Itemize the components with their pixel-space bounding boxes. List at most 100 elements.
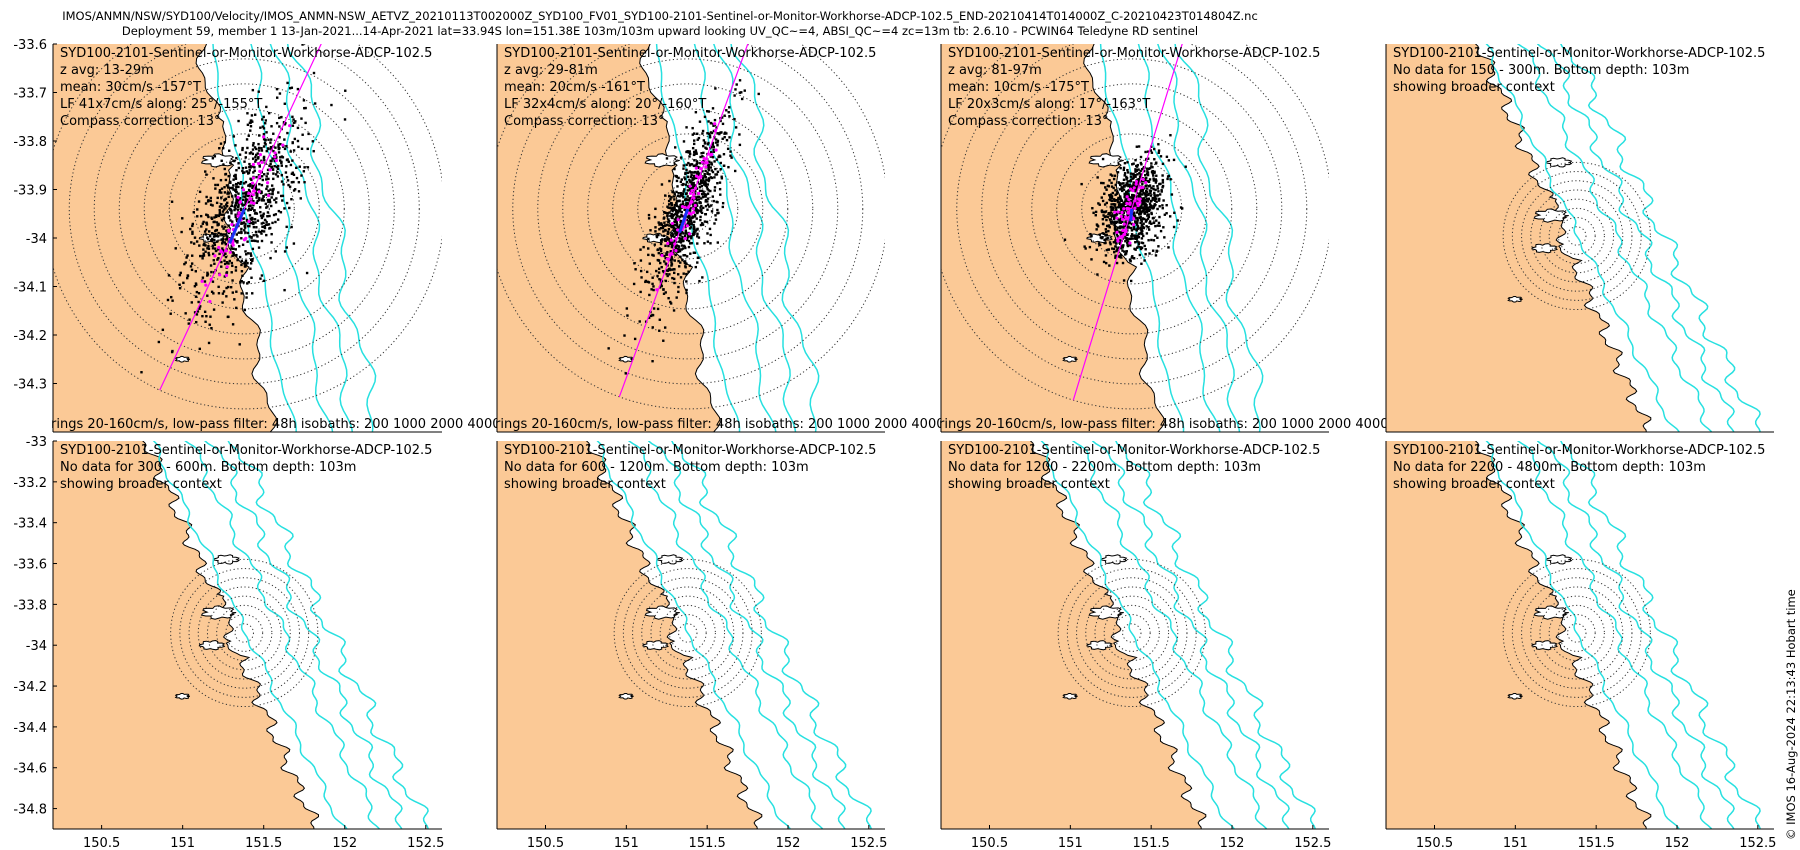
velocity-point <box>1096 176 1099 179</box>
velocity-point <box>248 162 251 166</box>
lowpass-point <box>1121 228 1125 233</box>
velocity-point <box>679 204 682 207</box>
velocity-point <box>1154 181 1158 184</box>
velocity-point <box>312 149 315 153</box>
velocity-point <box>1109 211 1113 214</box>
velocity-point <box>715 200 718 204</box>
velocity-point <box>649 314 653 318</box>
velocity-point <box>711 195 715 198</box>
velocity-point <box>1097 242 1101 245</box>
velocity-point <box>1131 196 1135 200</box>
estuary <box>1545 157 1573 168</box>
velocity-point <box>223 191 227 194</box>
velocity-point <box>254 221 257 224</box>
velocity-point <box>275 156 278 159</box>
velocity-point <box>1105 248 1109 252</box>
velocity-point <box>666 232 669 236</box>
velocity-point <box>1140 237 1144 240</box>
velocity-point <box>1125 183 1129 186</box>
velocity-point <box>266 185 269 188</box>
velocity-point <box>680 178 683 181</box>
velocity-point <box>252 199 255 203</box>
isobath-line <box>1137 44 1221 432</box>
velocity-point <box>1147 215 1151 219</box>
velocity-point <box>1126 213 1130 217</box>
velocity-point <box>1102 232 1106 235</box>
velocity-point <box>259 210 262 214</box>
velocity-point <box>1133 247 1136 251</box>
velocity-point <box>682 202 685 206</box>
velocity-point <box>1128 258 1132 261</box>
velocity-point <box>633 337 637 341</box>
velocity-point <box>1104 254 1108 257</box>
mean-velocity-arrow <box>678 208 690 234</box>
velocity-point <box>240 222 243 225</box>
lowpass-point <box>236 195 240 199</box>
velocity-point <box>248 165 251 169</box>
velocity-point <box>661 225 665 229</box>
velocity-point <box>311 140 315 143</box>
velocity-point <box>244 231 247 234</box>
velocity-point <box>260 147 263 150</box>
velocity-point <box>220 196 223 199</box>
estuary <box>1100 554 1128 565</box>
lowpass-point <box>261 135 266 139</box>
velocity-point <box>256 199 259 203</box>
velocity-point <box>1108 179 1111 182</box>
velocity-point <box>709 189 712 193</box>
velocity-point <box>259 126 262 129</box>
isobath-line <box>204 441 403 829</box>
velocity-point <box>711 170 715 174</box>
velocity-point <box>710 163 714 166</box>
velocity-point <box>209 196 213 200</box>
velocity-point <box>234 201 238 205</box>
speed-ring <box>1521 180 1633 292</box>
velocity-point <box>687 161 690 165</box>
velocity-point <box>243 203 246 206</box>
velocity-point <box>670 256 673 259</box>
velocity-point <box>693 176 697 180</box>
panel-annotation: Compass correction: 13° <box>504 114 664 129</box>
velocity-point <box>651 253 654 257</box>
x-tick-label: 152.5 <box>1294 836 1331 850</box>
velocity-point <box>231 201 234 204</box>
velocity-point <box>289 150 292 153</box>
velocity-point <box>248 169 251 172</box>
velocity-point <box>215 234 219 238</box>
velocity-point <box>738 79 742 82</box>
velocity-point <box>260 232 263 235</box>
speed-ring <box>1539 198 1615 274</box>
velocity-point <box>1105 201 1108 205</box>
panel-annotation: showing broader context <box>1393 80 1555 95</box>
velocity-point <box>202 252 205 255</box>
lowpass-point <box>208 299 212 304</box>
velocity-point <box>229 186 232 190</box>
velocity-point <box>234 240 237 243</box>
velocity-point <box>1101 218 1105 221</box>
velocity-point <box>271 157 274 160</box>
isobath-line <box>1536 441 1735 829</box>
velocity-point <box>1135 223 1139 226</box>
velocity-point <box>251 152 255 156</box>
panel-annotation: SYD100-2101-Sentinel-or-Monitor-Workhors… <box>60 443 432 458</box>
velocity-point <box>1147 226 1150 229</box>
velocity-point <box>669 300 672 304</box>
velocity-point <box>679 180 683 184</box>
velocity-point <box>231 186 234 190</box>
velocity-point <box>700 222 704 225</box>
velocity-point <box>690 186 693 190</box>
panel-annotation: showing broader context <box>504 477 666 492</box>
velocity-point <box>660 265 663 269</box>
velocity-point <box>214 187 217 190</box>
velocity-point <box>1118 218 1121 221</box>
velocity-point <box>214 183 217 187</box>
velocity-point <box>249 254 253 257</box>
velocity-point <box>209 203 213 206</box>
velocity-point <box>266 223 269 226</box>
velocity-point <box>1112 198 1116 201</box>
isobath-line <box>1517 44 1713 432</box>
velocity-point <box>682 167 685 170</box>
lowpass-point <box>676 228 680 232</box>
velocity-point <box>227 195 230 199</box>
velocity-point <box>667 244 670 248</box>
